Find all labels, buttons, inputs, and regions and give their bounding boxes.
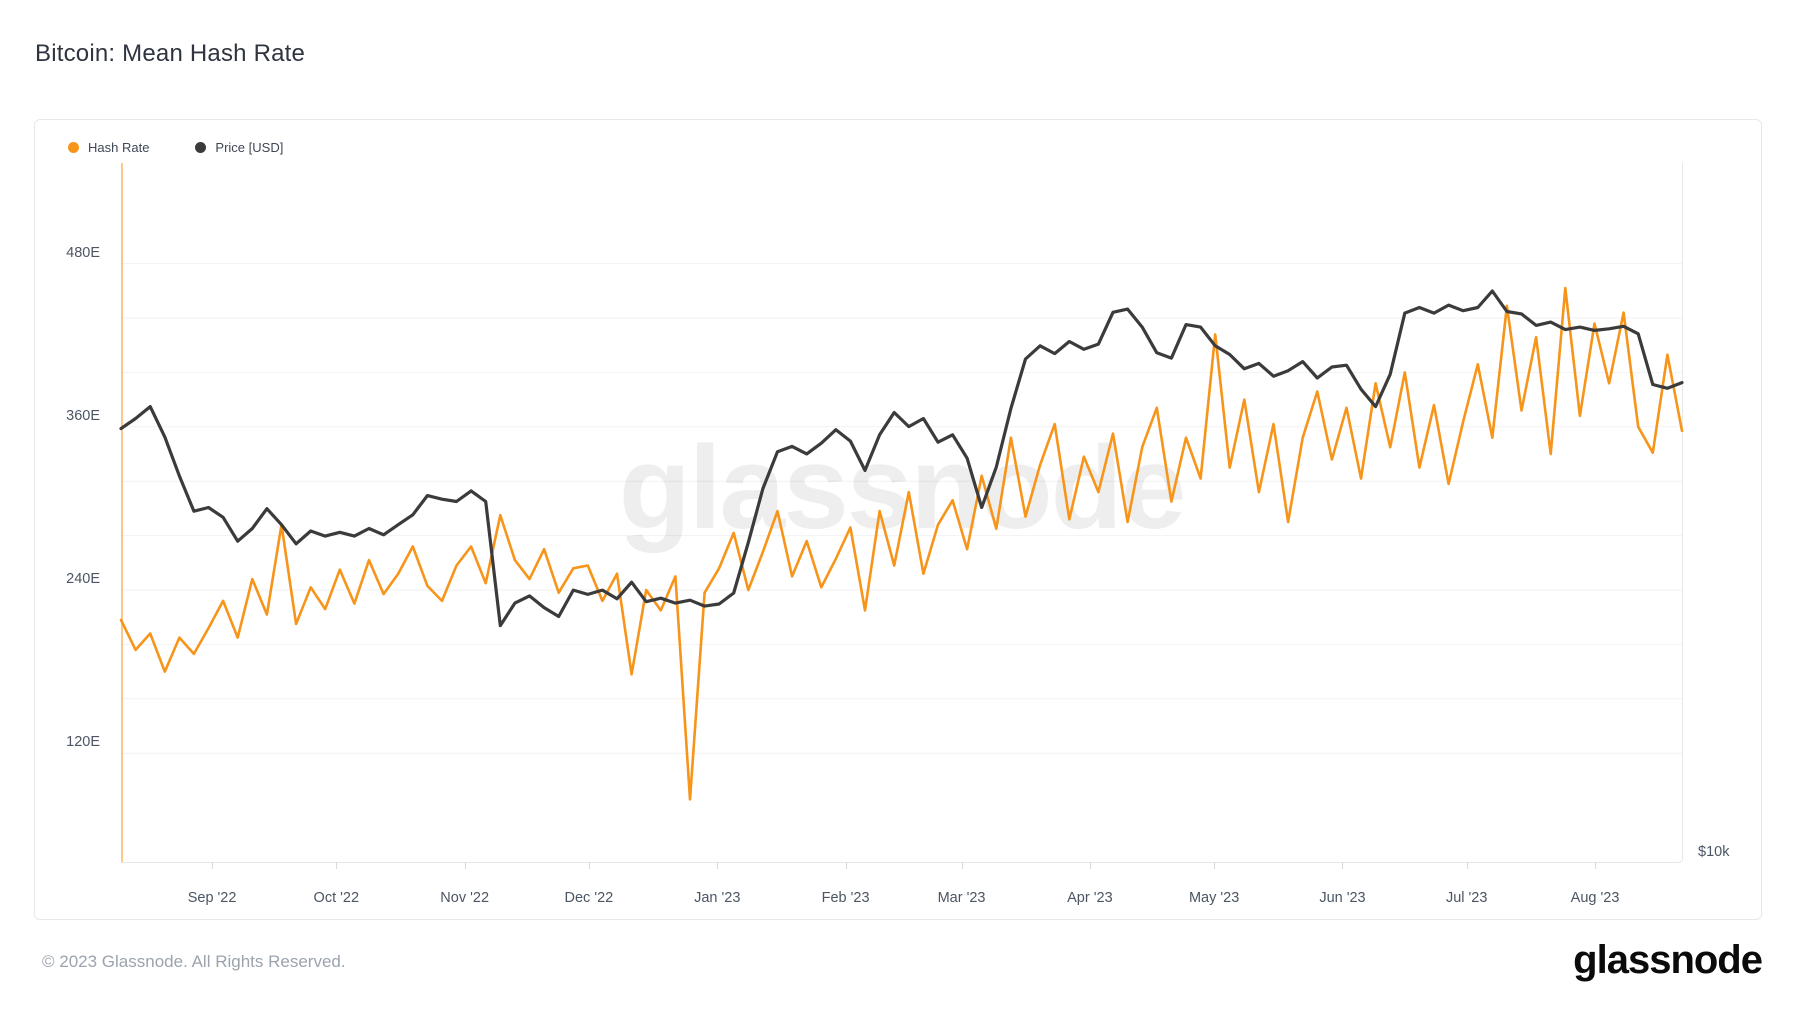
- x-axis-tick: [1595, 862, 1597, 869]
- x-axis-tick: [336, 862, 338, 869]
- x-axis-tick: [588, 862, 590, 869]
- legend-item-hash-rate[interactable]: Hash Rate: [68, 140, 149, 155]
- x-axis-label: Jun '23: [1319, 890, 1366, 906]
- x-axis-label: Mar '23: [937, 890, 986, 906]
- x-axis-label: Sep '22: [187, 890, 237, 906]
- glassnode-logo: glassnode: [1573, 938, 1763, 982]
- copyright-text: © 2023 Glassnode. All Rights Reserved.: [42, 952, 346, 971]
- left-axis-label: 360E: [66, 407, 100, 424]
- x-axis-tick: [1466, 862, 1468, 869]
- x-axis-tick: [717, 862, 719, 869]
- x-axis-tick: [212, 862, 214, 869]
- x-axis-label: Nov '22: [440, 890, 490, 906]
- x-axis-tick: [464, 862, 466, 869]
- left-axis-label: 240E: [66, 571, 100, 587]
- legend-label: Hash Rate: [88, 140, 150, 155]
- legend-item-price-usd-[interactable]: Price [USD]: [195, 140, 283, 155]
- x-axis-tick: [1089, 862, 1091, 869]
- x-axis-label: Oct '22: [313, 890, 360, 906]
- legend-dot-icon: [68, 142, 79, 153]
- plot-area[interactable]: glassnode: [119, 163, 1684, 863]
- series-hash-rate: [119, 286, 1684, 801]
- x-axis-label: Dec '22: [564, 890, 614, 906]
- legend-dot-icon: [195, 142, 207, 153]
- page-title: Bitcoin: Mean Hash Rate: [35, 40, 306, 67]
- x-axis-label: May '23: [1188, 890, 1240, 906]
- x-axis-label: Jan '23: [694, 890, 741, 906]
- series-price-usd-: [119, 289, 1684, 628]
- x-axis-tick: [1342, 862, 1344, 869]
- x-axis-label: Aug '23: [1570, 890, 1620, 906]
- watermark: glassnode: [619, 422, 1185, 554]
- left-axis-label: 120E: [66, 734, 100, 751]
- x-axis-label: Apr '23: [1067, 890, 1113, 906]
- x-axis-tick: [845, 862, 847, 869]
- chart-legend: Hash Rate Price [USD]: [68, 140, 283, 155]
- x-axis-tick: [961, 862, 963, 869]
- chart-svg: glassnode: [119, 163, 1684, 862]
- legend-label: Price [USD]: [215, 140, 284, 155]
- x-axis-label: Feb '23: [821, 890, 870, 906]
- chart-card: [34, 119, 1762, 920]
- x-axis-label: Jul '23: [1445, 890, 1488, 906]
- x-axis-tick: [1214, 862, 1216, 869]
- left-axis-label: 480E: [66, 244, 100, 261]
- right-axis-label: $10k: [1698, 844, 1730, 861]
